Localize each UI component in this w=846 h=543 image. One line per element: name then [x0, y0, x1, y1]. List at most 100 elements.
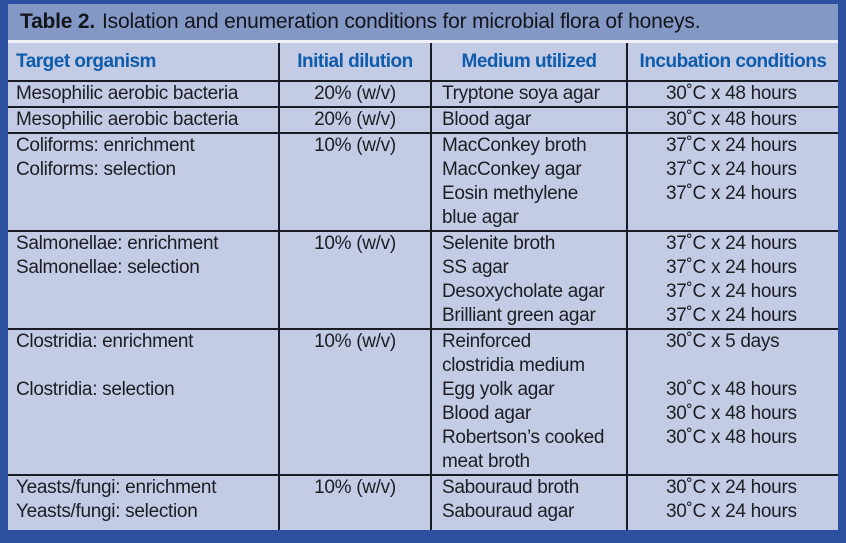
- cell-line: 10% (w/v): [314, 233, 396, 254]
- cell-line: Clostridia: enrichment: [16, 331, 194, 352]
- cell-line: Clostridia: selection: [16, 379, 175, 400]
- cell-line: [16, 182, 278, 206]
- cell-line: [666, 354, 838, 378]
- cell-line: 30˚C x 48 hours: [666, 379, 797, 400]
- cell-line: 37˚C x 24 hours: [666, 281, 797, 302]
- cell-line: 37˚C x 24 hours: [666, 135, 797, 156]
- cell-medium: Selenite broth SS agar Desoxycholate agar B…: [430, 232, 626, 328]
- table-title-number: Table 2.: [20, 10, 96, 33]
- cell-line: Yeasts/fungi: selection: [16, 501, 198, 522]
- column-header-incubation-conditions: Incubation conditions: [626, 43, 838, 80]
- cell-line: Salmonellae: enrichment: [16, 233, 219, 254]
- table-header-row: Target organism Initial dilution Medium …: [8, 43, 838, 82]
- cell-organism: Clostridia: enrichment Clostridia: select…: [8, 330, 278, 474]
- cell-conditions: 37˚C x 24 hours 37˚C x 24 hours 37˚C x 24 …: [626, 134, 838, 230]
- cell-line: Brilliant green agar: [442, 305, 596, 326]
- table-title-bar: Table 2. Isolation and enumeration condit…: [8, 4, 838, 40]
- cell-line: 30˚C x 24 hours: [666, 477, 797, 498]
- cell-line: [666, 206, 838, 230]
- data-table: Target organism Initial dilution Medium …: [8, 43, 838, 530]
- cell-line: [280, 426, 430, 450]
- cell-line: Yeasts/fungi: enrichment: [16, 477, 217, 498]
- cell-line: Blood agar: [442, 109, 531, 130]
- cell-medium: Reinforced clostridia medium Egg yolk agar…: [430, 330, 626, 474]
- cell-line: 20% (w/v): [314, 109, 396, 130]
- cell-line: Desoxycholate agar: [442, 281, 605, 302]
- cell-line: [280, 500, 430, 524]
- cell-line: [280, 206, 430, 230]
- cell-conditions: 30˚C x 48 hours: [626, 108, 838, 132]
- cell-line: [280, 158, 430, 182]
- filler-cell: [278, 524, 430, 530]
- cell-line: meat broth: [442, 451, 530, 472]
- cell-medium: Blood agar: [430, 108, 626, 132]
- cell-line: [16, 304, 278, 328]
- cell-line: 37˚C x 24 hours: [666, 257, 797, 278]
- cell-line: Egg yolk agar: [442, 379, 555, 400]
- cell-line: [16, 426, 278, 450]
- cell-line: MacConkey agar: [442, 159, 582, 180]
- cell-medium: MacConkey broth MacConkey agar Eosin methy…: [430, 134, 626, 230]
- table-title-text: Isolation and enumeration conditions for…: [102, 10, 701, 33]
- cell-organism: Mesophilic aerobic bacteria: [8, 82, 278, 106]
- cell-line: Mesophilic aerobic bacteria: [16, 109, 239, 130]
- cell-line: [280, 450, 430, 474]
- cell-organism: Mesophilic aerobic bacteria: [8, 108, 278, 132]
- table-section-row: Clostridia: enrichment Clostridia: select…: [8, 328, 838, 474]
- cell-line: Tryptone soya agar: [442, 83, 600, 104]
- cell-organism: Yeasts/fungi: enrichment Yeasts/fungi: se…: [8, 476, 278, 524]
- cell-line: [16, 402, 278, 426]
- cell-line: Salmonellae: selection: [16, 257, 200, 278]
- cell-line: Sabouraud broth: [442, 477, 580, 498]
- table-section-row: Mesophilic aerobic bacteria 20% (w/v) Tryp…: [8, 82, 838, 106]
- cell-line: 37˚C x 24 hours: [666, 183, 797, 204]
- cell-line: Sabouraud agar: [442, 501, 575, 522]
- cell-line: Mesophilic aerobic bacteria: [16, 83, 239, 104]
- cell-line: 37˚C x 24 hours: [666, 233, 797, 254]
- filler-cell: [8, 524, 278, 530]
- cell-conditions: 30˚C x 48 hours: [626, 82, 838, 106]
- cell-line: Robertson’s cooked: [442, 427, 605, 448]
- divider-filler-row: [8, 524, 838, 530]
- cell-line: [280, 256, 430, 280]
- cell-line: 30˚C x 5 days: [666, 331, 780, 352]
- cell-line: clostridia medium: [442, 355, 585, 376]
- cell-line: 20% (w/v): [314, 83, 396, 104]
- cell-dilution: 10% (w/v): [278, 134, 430, 230]
- cell-line: [280, 402, 430, 426]
- cell-line: [16, 206, 278, 230]
- filler-cell: [626, 524, 838, 530]
- table-section-row: Mesophilic aerobic bacteria 20% (w/v) Bloo…: [8, 106, 838, 132]
- cell-line: SS agar: [442, 257, 509, 278]
- table-section-row: Salmonellae: enrichment Salmonellae: sele…: [8, 230, 838, 328]
- cell-line: 37˚C x 24 hours: [666, 305, 797, 326]
- cell-line: [280, 280, 430, 304]
- cell-line: Coliforms: enrichment: [16, 135, 195, 156]
- cell-conditions: 30˚C x 5 days 30˚C x 48 hours 30˚C x 48 ho…: [626, 330, 838, 474]
- column-header-medium-utilized: Medium utilized: [430, 43, 626, 80]
- cell-line: Blood agar: [442, 403, 531, 424]
- cell-medium: Sabouraud broth Sabouraud agar: [430, 476, 626, 524]
- table-section-row: Coliforms: enrichment Coliforms: selectio…: [8, 132, 838, 230]
- cell-line: [16, 450, 278, 474]
- cell-line: MacConkey broth: [442, 135, 587, 156]
- cell-medium: Tryptone soya agar: [430, 82, 626, 106]
- cell-line: [16, 280, 278, 304]
- cell-line: blue agar: [442, 207, 519, 228]
- cell-line: Selenite broth: [442, 233, 556, 254]
- cell-organism: Coliforms: enrichment Coliforms: selectio…: [8, 134, 278, 230]
- title-separator: [8, 40, 838, 43]
- cell-line: [280, 378, 430, 402]
- cell-line: [666, 450, 838, 474]
- cell-line: 30˚C x 48 hours: [666, 403, 797, 424]
- cell-line: 10% (w/v): [314, 135, 396, 156]
- cell-line: [280, 304, 430, 328]
- table-section-row: Yeasts/fungi: enrichment Yeasts/fungi: se…: [8, 474, 838, 524]
- cell-line: 37˚C x 24 hours: [666, 159, 797, 180]
- cell-organism: Salmonellae: enrichment Salmonellae: sele…: [8, 232, 278, 328]
- cell-dilution: 10% (w/v): [278, 476, 430, 524]
- cell-line: Coliforms: selection: [16, 159, 176, 180]
- cell-line: 10% (w/v): [314, 331, 396, 352]
- cell-line: 10% (w/v): [314, 477, 396, 498]
